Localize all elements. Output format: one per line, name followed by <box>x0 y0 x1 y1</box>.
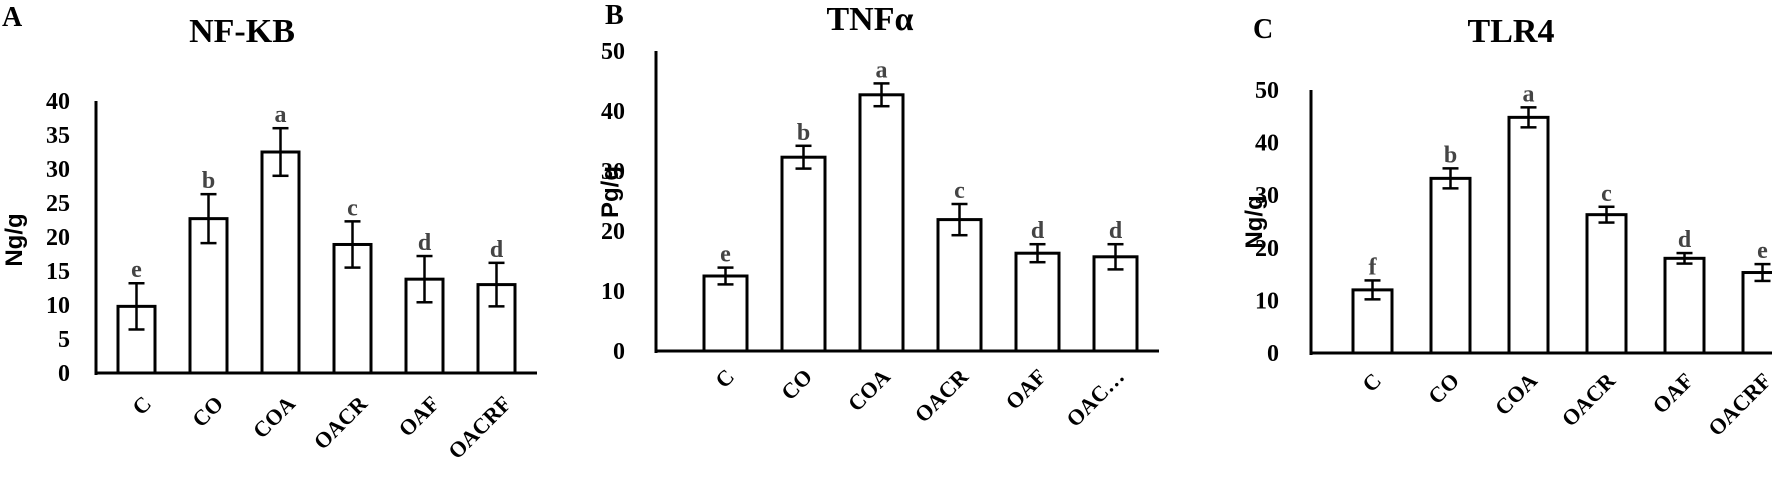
x-tick-label: OAC… <box>1061 364 1129 432</box>
x-tick-label: OAF <box>1001 364 1052 415</box>
significance-letter: a <box>876 57 888 83</box>
x-tick-label: CO <box>776 364 817 405</box>
x-tick-label: OACR <box>309 390 373 454</box>
bar <box>188 217 229 375</box>
y-tick-label: 35 <box>46 123 70 149</box>
chart-panel-3: C TLR4 Ng/g 0 10 20 30 40 50 f Cb CO a COA c OACR d OAF e O… <box>1241 13 1772 441</box>
y-tick-label: 15 <box>46 259 70 285</box>
y-axis-label: Ng/g <box>1 213 28 266</box>
x-tick-label: OAF <box>1648 368 1699 419</box>
y-tick-label: 0 <box>613 339 625 365</box>
significance-letter: e <box>1757 238 1768 264</box>
bar <box>780 155 827 353</box>
x-tick-label: COA <box>248 391 300 443</box>
y-tick-label: 50 <box>1255 78 1279 104</box>
y-tick-label: 0 <box>1267 341 1279 367</box>
y-tick-label: 10 <box>601 279 625 305</box>
significance-letter: a <box>1523 81 1535 107</box>
significance-letter: b <box>202 168 215 194</box>
y-tick-label: 0 <box>58 361 70 387</box>
significance-letter: b <box>1444 142 1457 168</box>
x-tick-label: OACRF <box>1703 368 1772 441</box>
y-tick-label: 30 <box>1255 183 1279 209</box>
x-tick-label: OACR <box>910 363 974 427</box>
y-tick-label: 10 <box>46 293 70 319</box>
y-tick-label: 20 <box>1255 236 1279 262</box>
y-tick-label: 10 <box>1255 288 1279 314</box>
significance-letter: c <box>347 195 358 221</box>
chart-panel-1: A NF-KB Ng/g 0 5 10 15 20 25 30 35 40 e Cb CO a COA c OACR… <box>1 2 537 464</box>
significance-letter: d <box>1109 218 1123 244</box>
significance-letter: e <box>131 257 142 283</box>
y-tick-label: 20 <box>601 219 625 245</box>
significance-letter: f <box>1369 254 1378 280</box>
significance-letter: c <box>954 178 965 204</box>
x-tick-label: CO <box>1423 368 1464 409</box>
bar <box>1585 213 1628 355</box>
significance-letter: b <box>797 120 810 146</box>
panel-letter: B <box>605 0 624 31</box>
y-tick-label: 25 <box>46 191 70 217</box>
significance-letter: e <box>720 242 731 268</box>
y-axis-label: Pg/g <box>597 166 624 218</box>
panel-letter: C <box>1253 14 1273 45</box>
chart-title: TNFα <box>827 1 914 38</box>
x-tick-label: OACRF <box>443 391 516 464</box>
x-tick-label: CO <box>187 391 228 432</box>
bar <box>1092 255 1139 353</box>
chart-title: TLR4 <box>1468 13 1555 50</box>
significance-letter: a <box>275 102 287 128</box>
bar <box>1429 176 1472 355</box>
significance-letter: d <box>490 237 504 263</box>
panel-letter: A <box>2 2 23 33</box>
chart-panel-2: B TNFα Pg/g 0 10 20 30 40 50 e Cb CO a COA c OACR d OAF d O… <box>597 0 1159 432</box>
y-tick-label: 30 <box>46 157 70 183</box>
x-tick-label: COA <box>1490 368 1542 420</box>
chart-title: NF-KB <box>189 13 295 50</box>
x-tick-label: C <box>127 391 156 420</box>
bar <box>858 93 905 353</box>
y-tick-label: 5 <box>58 327 70 353</box>
x-tick-label: OACR <box>1557 367 1621 431</box>
x-tick-label: C <box>1357 368 1386 397</box>
y-tick-label: 50 <box>601 39 625 65</box>
y-tick-label: 20 <box>46 225 70 251</box>
bar <box>1663 256 1706 355</box>
y-tick-label: 40 <box>46 89 70 115</box>
x-tick-label: COA <box>843 364 895 416</box>
bar <box>1507 115 1550 355</box>
y-tick-label: 30 <box>601 159 625 185</box>
y-tick-label: 40 <box>601 99 625 125</box>
significance-letter: d <box>1031 218 1045 244</box>
bar <box>702 274 749 353</box>
significance-letter: c <box>1601 181 1612 207</box>
x-tick-label: C <box>710 364 739 393</box>
y-axis-label: Ng/g <box>1241 195 1268 248</box>
x-tick-label: OAF <box>394 391 445 442</box>
bar <box>1014 251 1061 353</box>
significance-letter: d <box>418 230 432 256</box>
bar <box>1741 271 1772 355</box>
significance-letter: d <box>1678 227 1692 253</box>
bar <box>260 150 301 375</box>
y-tick-label: 40 <box>1255 131 1279 157</box>
bar <box>936 218 983 353</box>
